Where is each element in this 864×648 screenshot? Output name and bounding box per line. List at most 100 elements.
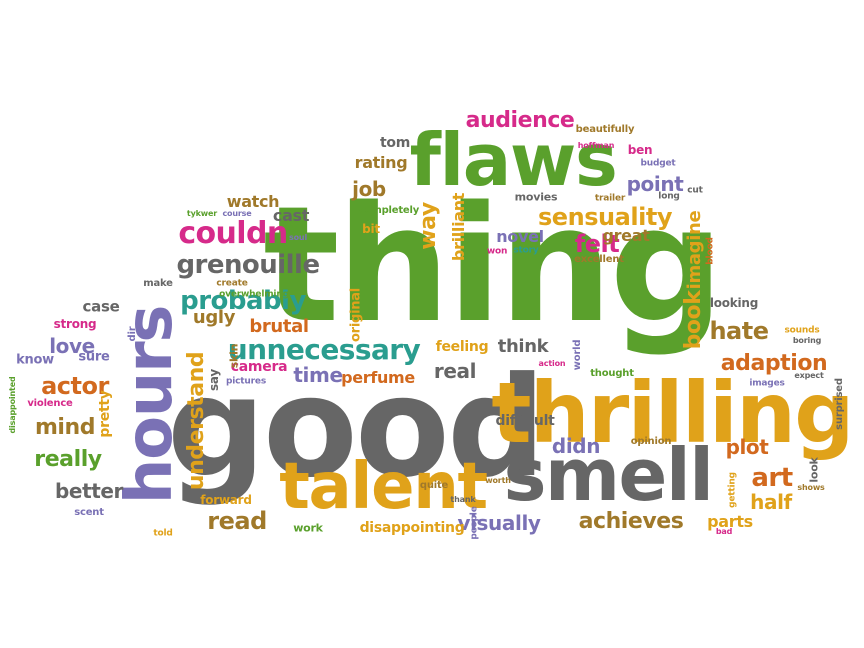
word-felt: felt [574, 230, 620, 258]
word-couldn: couldn [178, 216, 288, 251]
word-beautifully: beautifully [575, 124, 635, 135]
word-sure: sure [78, 349, 110, 365]
word-told: told [153, 528, 173, 539]
word-story: story [513, 245, 539, 256]
word-imagine: imagine [684, 210, 705, 290]
word-bit: bit [362, 222, 380, 236]
word-parts: parts [707, 512, 753, 531]
word-make: make [143, 278, 173, 289]
word-violence: violence [27, 398, 73, 409]
word-adaption: adaption [720, 351, 828, 376]
word-course: course [222, 209, 252, 218]
word-feeling: feeling [435, 339, 489, 355]
word-disappointed: disappointed [8, 376, 17, 434]
word-pictures: pictures [225, 376, 267, 387]
word-smell: smell [503, 433, 714, 517]
word-skin: skin [227, 343, 241, 369]
word-didn: didn [551, 434, 601, 458]
word-cast: cast [272, 206, 310, 225]
word-scent: scent [74, 507, 104, 518]
word-really: really [34, 447, 102, 472]
word-tom: tom [379, 135, 411, 151]
word-real: real [433, 359, 477, 383]
word-unnecessary: unnecessary [227, 333, 421, 366]
word-movies: movies [514, 190, 558, 204]
word-thank: thank [450, 495, 476, 504]
word-read: read [207, 507, 267, 535]
word-perfume: perfume [341, 368, 415, 387]
word-novel: novel [496, 227, 544, 246]
word-disappointing: disappointing [359, 520, 465, 536]
word-thought: thought [590, 368, 634, 379]
word-people: people [469, 506, 480, 540]
word-create: create [216, 278, 248, 289]
word-soul: soul [288, 233, 308, 242]
word-mind: mind [34, 415, 96, 440]
word-looking: looking [709, 296, 759, 310]
word-plot: plot [725, 435, 769, 459]
word-difficult: difficult [495, 413, 555, 429]
word-excellent: excellent [574, 254, 624, 265]
word-trailer: trailer [594, 193, 626, 204]
word-won: won [486, 246, 508, 257]
word-strong: strong [53, 317, 97, 331]
word-thrilling: thrilling [491, 364, 854, 462]
word-forward: forward [200, 493, 252, 507]
word-watch: watch [226, 192, 280, 211]
word-point: point [626, 172, 684, 196]
word-action: action [538, 359, 566, 368]
word-bad: bad [715, 527, 733, 536]
word-grenouille: grenouille [176, 250, 320, 280]
word-getting: getting [727, 472, 738, 508]
word-sounds: sounds [784, 325, 820, 336]
word-hoffman: hoffman [577, 141, 615, 150]
word-images: images [749, 378, 785, 389]
word-half: half [750, 490, 792, 514]
word-time: time [293, 363, 343, 387]
word-brilliant: brilliant [449, 192, 468, 262]
word-long: long [658, 191, 680, 202]
word-ugly: ugly [192, 307, 236, 328]
word-quite: quite [419, 480, 449, 491]
word-talent: talent [279, 450, 488, 524]
word-look: look [807, 457, 821, 483]
word-better: better [54, 479, 124, 503]
word-case: case [82, 297, 120, 316]
word-completely: completely [358, 205, 420, 216]
word-job: job [352, 177, 386, 201]
word-dir: dir [127, 326, 138, 342]
word-love: love [49, 334, 95, 358]
word-know: know [16, 352, 54, 368]
word-original: original [348, 288, 364, 342]
word-audience: audience [465, 108, 575, 133]
word-work: work [293, 521, 323, 535]
word-understand: understand [184, 351, 209, 491]
word-overwhelming: overwhelming [219, 289, 289, 300]
word-tykwer: tykwer [186, 209, 218, 218]
word-great: great [602, 226, 650, 245]
word-rating: rating [354, 153, 408, 172]
word-flaws: flaws [409, 118, 618, 202]
word-hate: hate [709, 317, 769, 345]
word-good: good [166, 347, 546, 508]
word-cut: cut [687, 185, 703, 196]
word-opinion: opinion [630, 436, 672, 447]
word-book: book [681, 290, 706, 350]
word-sensuality: sensuality [538, 203, 672, 231]
word-ben: ben [627, 143, 653, 157]
word-boring: boring [792, 336, 822, 345]
word-expect: expect [794, 371, 824, 380]
word-worth: worth [485, 476, 511, 485]
word-probably: probably [180, 286, 306, 316]
word-shows: shows [797, 483, 825, 492]
word-pretty: pretty [97, 390, 113, 438]
word-thing: thing [263, 171, 724, 358]
word-world: world [572, 339, 583, 371]
word-budget: budget [640, 158, 676, 169]
word-achieves: achieves [578, 509, 684, 534]
word-actor: actor [41, 372, 109, 400]
word-way: way [416, 202, 441, 250]
word-brutal: brutal [249, 316, 309, 337]
word-think: think [497, 336, 549, 357]
